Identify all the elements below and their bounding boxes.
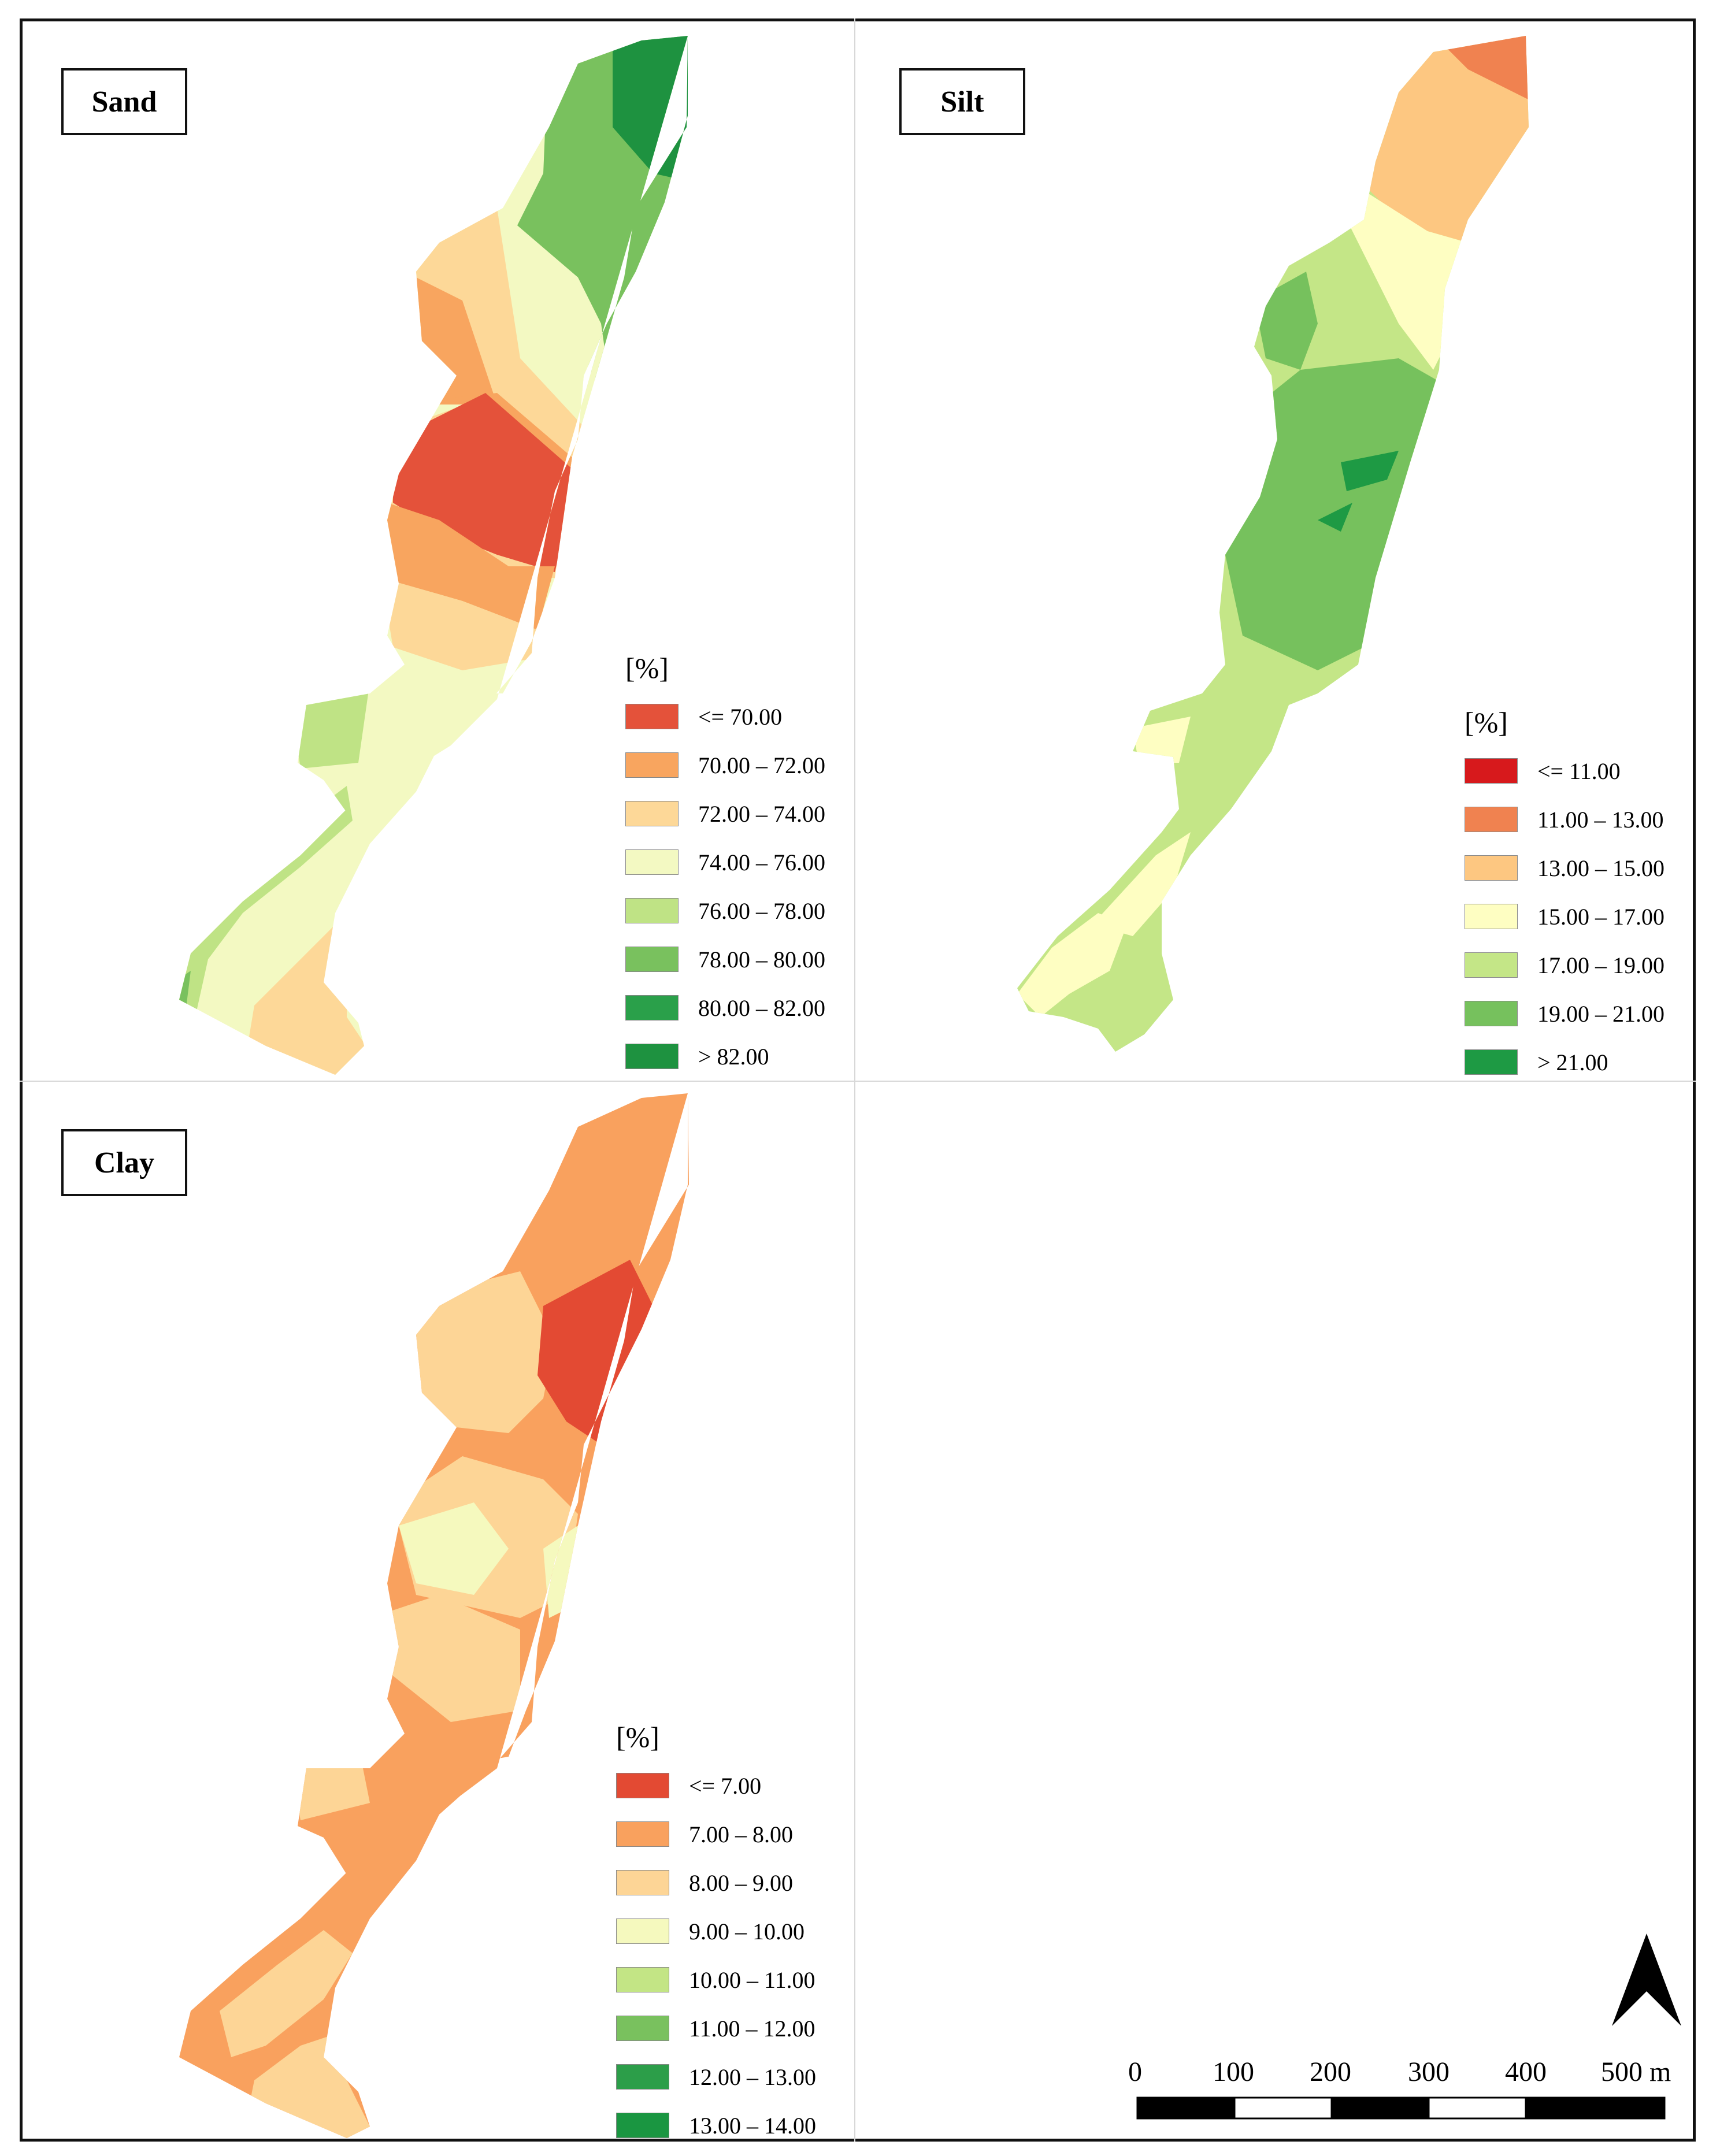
panel-label-clay: Clay (61, 1129, 187, 1196)
legend-swatch (625, 898, 679, 923)
legend-label: <= 11.00 (1537, 758, 1621, 784)
legend-label: 11.00 – 12.00 (689, 2015, 815, 2042)
legend-swatch (625, 801, 679, 826)
legend-title: [%] (616, 1721, 659, 1753)
legend-label: 19.00 – 21.00 (1537, 1000, 1664, 1027)
legend-item: > 82.00 (625, 1032, 825, 1081)
legend-item: <= 70.00 (625, 692, 825, 741)
legend-item: 12.00 – 13.00 (616, 2053, 816, 2101)
sand-legend: [%] <= 70.00 70.00 – 72.00 72.00 – 74.00 74… (625, 652, 825, 1081)
legend-swatch (1465, 807, 1518, 832)
legend-label: 13.00 – 14.00 (689, 2112, 816, 2139)
legend-swatch (616, 2016, 669, 2041)
legend-label: <= 70.00 (698, 703, 783, 730)
legend-item: 9.00 – 10.00 (616, 1907, 816, 1955)
legend-title: [%] (625, 652, 669, 684)
legend-item: <= 11.00 (1465, 747, 1664, 795)
legend-item: 76.00 – 78.00 (625, 886, 825, 935)
panel-divider-horizontal (20, 1081, 1696, 1082)
legend-swatch (1465, 952, 1518, 978)
scale-tick-200: 200 (1310, 2057, 1351, 2087)
legend-swatch (616, 1773, 669, 1798)
panel-label-silt: Silt (899, 68, 1025, 135)
clay-legend: [%] <= 7.00 7.00 – 8.00 8.00 – 9.00 9.00 – … (616, 1721, 816, 2150)
legend-label: 9.00 – 10.00 (689, 1918, 805, 1945)
legend-swatch (625, 1044, 679, 1069)
scale-tick-400: 400 (1505, 2057, 1547, 2087)
legend-swatch (1465, 1001, 1518, 1026)
silt-legend: [%] <= 11.00 11.00 – 13.00 13.00 – 15.00 15… (1465, 706, 1664, 1086)
legend-swatch (625, 752, 679, 778)
legend-label: 17.00 – 19.00 (1537, 952, 1664, 978)
legend-item: 17.00 – 19.00 (1465, 941, 1664, 989)
legend-swatch (616, 2064, 669, 2090)
legend-label: 12.00 – 13.00 (689, 2064, 816, 2090)
legend-item: 11.00 – 12.00 (616, 2004, 816, 2053)
legend-swatch (616, 1967, 669, 1992)
scale-tick-300: 300 (1408, 2057, 1450, 2087)
legend-label: 74.00 – 76.00 (698, 849, 825, 875)
legend-label: 80.00 – 82.00 (698, 994, 825, 1021)
legend-item: 72.00 – 74.00 (625, 789, 825, 838)
legend-item: 8.00 – 9.00 (616, 1858, 816, 1907)
legend-item: 15.00 – 17.00 (1465, 892, 1664, 941)
legend-item: 13.00 – 15.00 (1465, 844, 1664, 892)
panel-divider-vertical (854, 18, 855, 2142)
legend-label: 76.00 – 78.00 (698, 897, 825, 924)
legend-item: 19.00 – 21.00 (1465, 989, 1664, 1038)
legend-item: 74.00 – 76.00 (625, 838, 825, 886)
legend-swatch (616, 1918, 669, 1944)
legend-item: 80.00 – 82.00 (625, 984, 825, 1032)
legend-label: > 21.00 (1537, 1049, 1608, 1075)
legend-swatch (1465, 855, 1518, 881)
legend-swatch (625, 849, 679, 875)
legend-item: 13.00 – 14.00 (616, 2101, 816, 2150)
legend-item: <= 7.00 (616, 1761, 816, 1810)
legend-swatch (625, 947, 679, 972)
legend-label: 72.00 – 74.00 (698, 800, 825, 827)
legend-swatch (616, 1821, 669, 1847)
legend-label: 15.00 – 17.00 (1537, 903, 1664, 930)
scale-tick-0: 0 (1128, 2057, 1142, 2087)
legend-label: 13.00 – 15.00 (1537, 855, 1664, 881)
north-arrow-icon (1612, 1934, 1681, 2026)
legend-label: 70.00 – 72.00 (698, 752, 825, 778)
legend-title: [%] (1465, 706, 1508, 739)
legend-item: 11.00 – 13.00 (1465, 795, 1664, 844)
legend-swatch (1465, 758, 1518, 784)
legend-swatch (625, 995, 679, 1021)
legend-label: 7.00 – 8.00 (689, 1821, 793, 1847)
legend-swatch (616, 1870, 669, 1895)
legend-swatch (625, 704, 679, 729)
legend-swatch (1465, 1049, 1518, 1075)
legend-swatch (1465, 904, 1518, 929)
legend-label: 11.00 – 13.00 (1537, 806, 1664, 833)
legend-label: 78.00 – 80.00 (698, 946, 825, 973)
scale-tick-500: 500 m (1601, 2057, 1671, 2087)
legend-item: 10.00 – 11.00 (616, 1955, 816, 2004)
legend-label: <= 7.00 (689, 1772, 762, 1799)
legend-label: > 82.00 (698, 1043, 769, 1070)
scale-bar-graphic (1136, 2096, 1666, 2120)
legend-item: > 21.00 (1465, 1038, 1664, 1086)
legend-item: 7.00 – 8.00 (616, 1810, 816, 1858)
legend-item: 70.00 – 72.00 (625, 741, 825, 789)
legend-swatch (616, 2113, 669, 2138)
legend-label: 10.00 – 11.00 (689, 1966, 815, 1993)
legend-item: 78.00 – 80.00 (625, 935, 825, 984)
panel-label-sand: Sand (61, 68, 187, 135)
scale-tick-100: 100 (1213, 2057, 1254, 2087)
legend-label: 8.00 – 9.00 (689, 1869, 793, 1896)
